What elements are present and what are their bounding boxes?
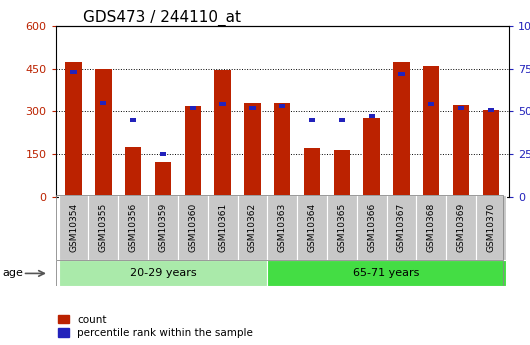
Bar — [184, 106, 201, 197]
Text: GSM10364: GSM10364 — [307, 203, 316, 252]
Bar — [393, 62, 410, 197]
Bar — [130, 118, 136, 122]
Bar — [446, 195, 476, 260]
Bar — [89, 195, 118, 260]
Bar — [339, 118, 345, 122]
Bar — [155, 162, 171, 197]
Bar — [357, 195, 386, 260]
Text: GSM10365: GSM10365 — [338, 203, 346, 252]
Bar — [118, 195, 148, 260]
Bar — [458, 106, 464, 110]
Text: GSM10359: GSM10359 — [158, 203, 167, 252]
Bar — [148, 195, 178, 260]
Bar — [160, 152, 166, 156]
Bar — [476, 195, 506, 260]
Text: GSM10363: GSM10363 — [278, 203, 287, 252]
Bar — [483, 110, 499, 197]
Bar — [309, 118, 315, 122]
Text: GSM10369: GSM10369 — [457, 203, 465, 252]
Text: GSM10368: GSM10368 — [427, 203, 436, 252]
Text: GSM10360: GSM10360 — [188, 203, 197, 252]
Bar — [249, 106, 255, 110]
Bar — [59, 260, 267, 286]
Bar — [488, 108, 494, 111]
Bar — [267, 195, 297, 260]
Bar — [304, 148, 320, 197]
Bar — [59, 195, 89, 260]
Bar — [215, 70, 231, 197]
Bar — [279, 104, 285, 108]
Bar — [125, 147, 142, 197]
Text: GSM10355: GSM10355 — [99, 203, 108, 252]
Bar — [399, 72, 404, 76]
Bar — [190, 106, 196, 110]
Bar — [244, 103, 261, 197]
Bar — [423, 66, 439, 197]
Bar — [219, 102, 226, 106]
Legend: count, percentile rank within the sample: count, percentile rank within the sample — [58, 315, 253, 338]
Bar — [327, 195, 357, 260]
Text: GSM10370: GSM10370 — [487, 203, 496, 252]
Text: GSM10361: GSM10361 — [218, 203, 227, 252]
Bar — [297, 195, 327, 260]
Text: GSM10362: GSM10362 — [248, 203, 257, 252]
Bar — [100, 101, 107, 105]
Bar — [274, 103, 290, 197]
Bar — [334, 150, 350, 197]
Bar — [417, 195, 446, 260]
Text: GSM10354: GSM10354 — [69, 203, 78, 252]
Text: GDS473 / 244110_at: GDS473 / 244110_at — [83, 10, 241, 26]
Text: age: age — [3, 268, 23, 278]
Bar — [237, 195, 267, 260]
Bar — [453, 105, 469, 197]
Bar — [368, 115, 375, 118]
Bar — [95, 69, 111, 197]
Bar — [386, 195, 417, 260]
Text: GSM10356: GSM10356 — [129, 203, 138, 252]
Text: GSM10366: GSM10366 — [367, 203, 376, 252]
Bar — [65, 62, 82, 197]
Bar — [428, 102, 435, 106]
Text: GSM10367: GSM10367 — [397, 203, 406, 252]
Bar — [364, 118, 380, 197]
Text: 65-71 years: 65-71 years — [354, 268, 420, 278]
Text: 20-29 years: 20-29 years — [130, 268, 196, 278]
Bar — [267, 260, 506, 286]
Bar — [178, 195, 208, 260]
Bar — [70, 70, 77, 74]
Bar — [208, 195, 237, 260]
